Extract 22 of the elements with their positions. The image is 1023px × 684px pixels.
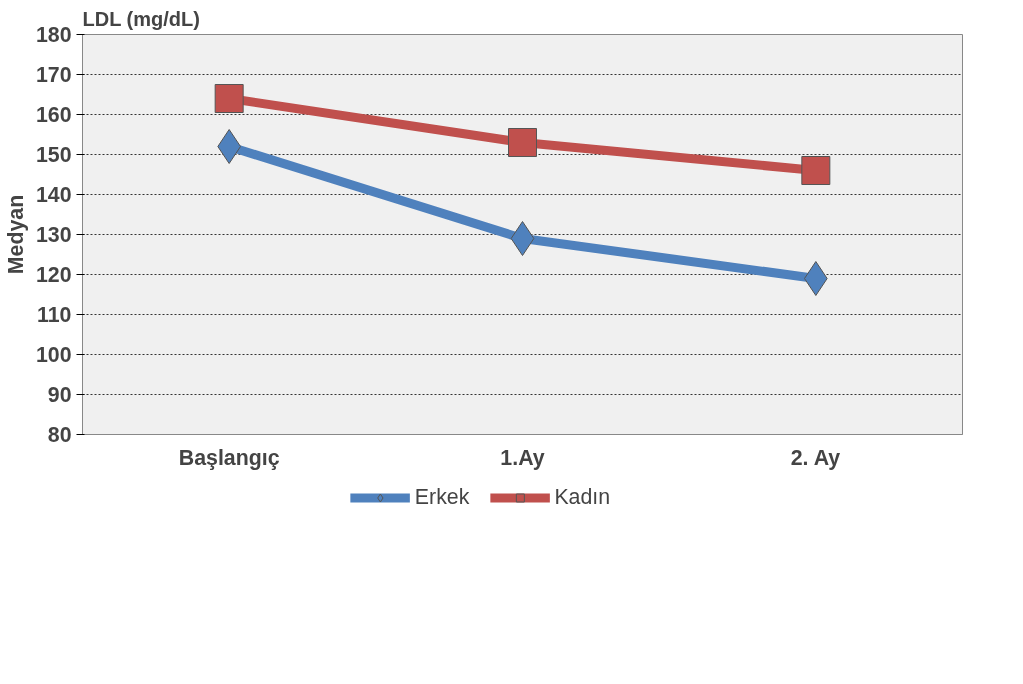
x-tick-label: 1.Ay xyxy=(500,445,545,470)
y-axis-title: Medyan xyxy=(3,194,28,275)
chart-title: LDL (mg/dL) xyxy=(82,7,200,30)
y-tick-label: 140 xyxy=(35,183,72,207)
y-tick-label: 180 xyxy=(35,23,72,47)
y-tick-label: 130 xyxy=(35,223,72,247)
legend-label: Kadın xyxy=(554,484,611,510)
point xyxy=(510,221,535,256)
y-tick-label: 120 xyxy=(35,263,72,287)
point xyxy=(214,84,244,113)
point xyxy=(508,128,537,157)
legend-label: Erkek xyxy=(414,484,470,510)
x-tick-label: 2. Ay xyxy=(790,445,841,470)
y-tick-label: 80 xyxy=(47,423,72,447)
y-tick-label: 150 xyxy=(35,143,72,167)
y-tick-label: 170 xyxy=(35,63,72,87)
x-tick-label: Başlangıç xyxy=(178,445,280,470)
y-tick-label: 110 xyxy=(37,303,72,327)
point xyxy=(801,156,831,185)
y-tick-label: 160 xyxy=(35,103,72,127)
y-tick-label: 90 xyxy=(47,383,72,407)
y-tick-label: 100 xyxy=(35,343,72,367)
